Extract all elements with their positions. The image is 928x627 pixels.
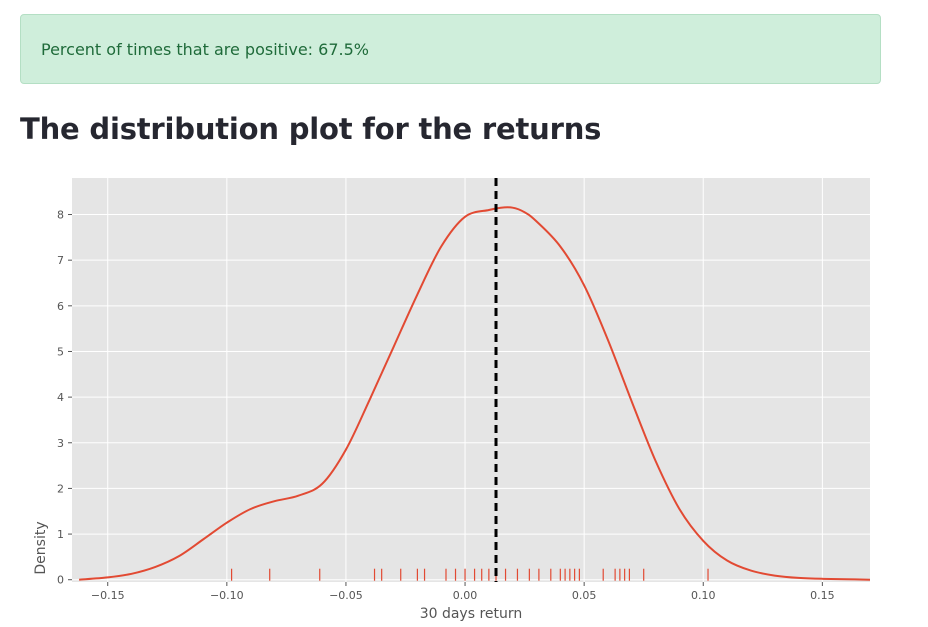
y-tick-label: 7 bbox=[57, 254, 64, 267]
y-tick-label: 4 bbox=[57, 391, 64, 404]
x-axis-label: 30 days return bbox=[420, 606, 523, 622]
y-axis-ticks: 0 1 2 3 4 5 6 7 8 bbox=[57, 209, 72, 587]
plot-panel bbox=[72, 178, 870, 582]
y-tick-label: 0 bbox=[57, 574, 64, 587]
x-tick-label: −0.10 bbox=[210, 589, 244, 602]
page-heading: The distribution plot for the returns bbox=[20, 112, 602, 146]
y-tick-label: 1 bbox=[57, 528, 64, 541]
y-tick-label: 8 bbox=[57, 209, 64, 222]
x-tick-label: 0.10 bbox=[691, 589, 716, 602]
y-axis-label: Density bbox=[33, 521, 49, 574]
distribution-chart: −0.15 −0.10 −0.05 0.00 0.05 0.10 0.15 0 1 2 3 4 5 6 7… bbox=[33, 178, 871, 622]
x-tick-label: −0.15 bbox=[91, 589, 125, 602]
y-tick-label: 2 bbox=[57, 482, 64, 495]
y-tick-label: 5 bbox=[57, 345, 64, 358]
x-tick-label: 0.05 bbox=[572, 589, 597, 602]
x-tick-label: 0.00 bbox=[453, 589, 478, 602]
y-tick-label: 3 bbox=[57, 437, 64, 450]
grid-lines bbox=[72, 178, 870, 582]
x-tick-label: −0.05 bbox=[329, 589, 363, 602]
x-tick-label: 0.15 bbox=[810, 589, 835, 602]
x-axis-ticks: −0.15 −0.10 −0.05 0.00 0.05 0.10 0.15 bbox=[91, 582, 835, 602]
success-alert: Percent of times that are positive: 67.5… bbox=[20, 14, 881, 84]
y-tick-label: 6 bbox=[57, 300, 64, 313]
